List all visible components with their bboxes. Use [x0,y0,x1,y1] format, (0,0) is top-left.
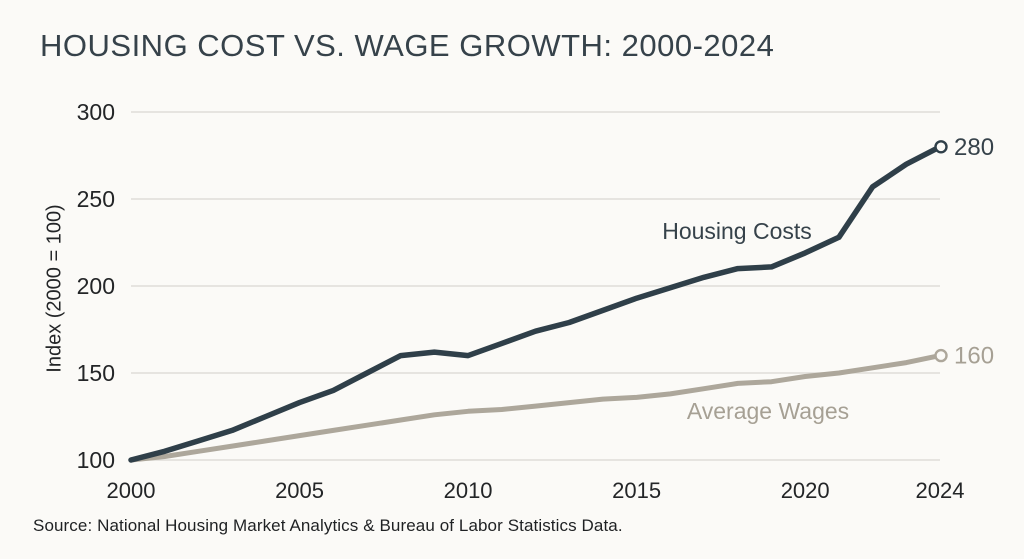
y-tick-label: 250 [77,186,115,212]
y-tick-label: 300 [77,99,115,125]
average-wages-label: Average Wages [687,398,849,424]
source-note: Source: National Housing Market Analytic… [33,516,623,535]
y-tick-label: 100 [77,447,115,473]
housing-costs-label: Housing Costs [662,218,812,244]
x-tick-label: 2010 [444,478,493,503]
x-tick-label: 2024 [916,478,965,503]
average-wages-end-value: 160 [954,343,994,370]
x-tick-label: 2005 [275,478,324,503]
y-tick-label: 150 [77,360,115,386]
chart-title: HOUSING COST VS. WAGE GROWTH: 2000-2024 [40,28,775,63]
average-wages-line [128,353,943,463]
housing-costs-end-value: 280 [954,134,994,161]
housing-costs-line [128,144,943,463]
average-wages-end-marker [934,348,948,363]
x-tick-label: 2015 [612,478,661,503]
x-tick-label: 2020 [781,478,830,503]
housing-costs-end-marker [934,140,948,154]
y-tick-label: 200 [77,273,115,299]
x-tick-label: 2000 [107,478,156,503]
